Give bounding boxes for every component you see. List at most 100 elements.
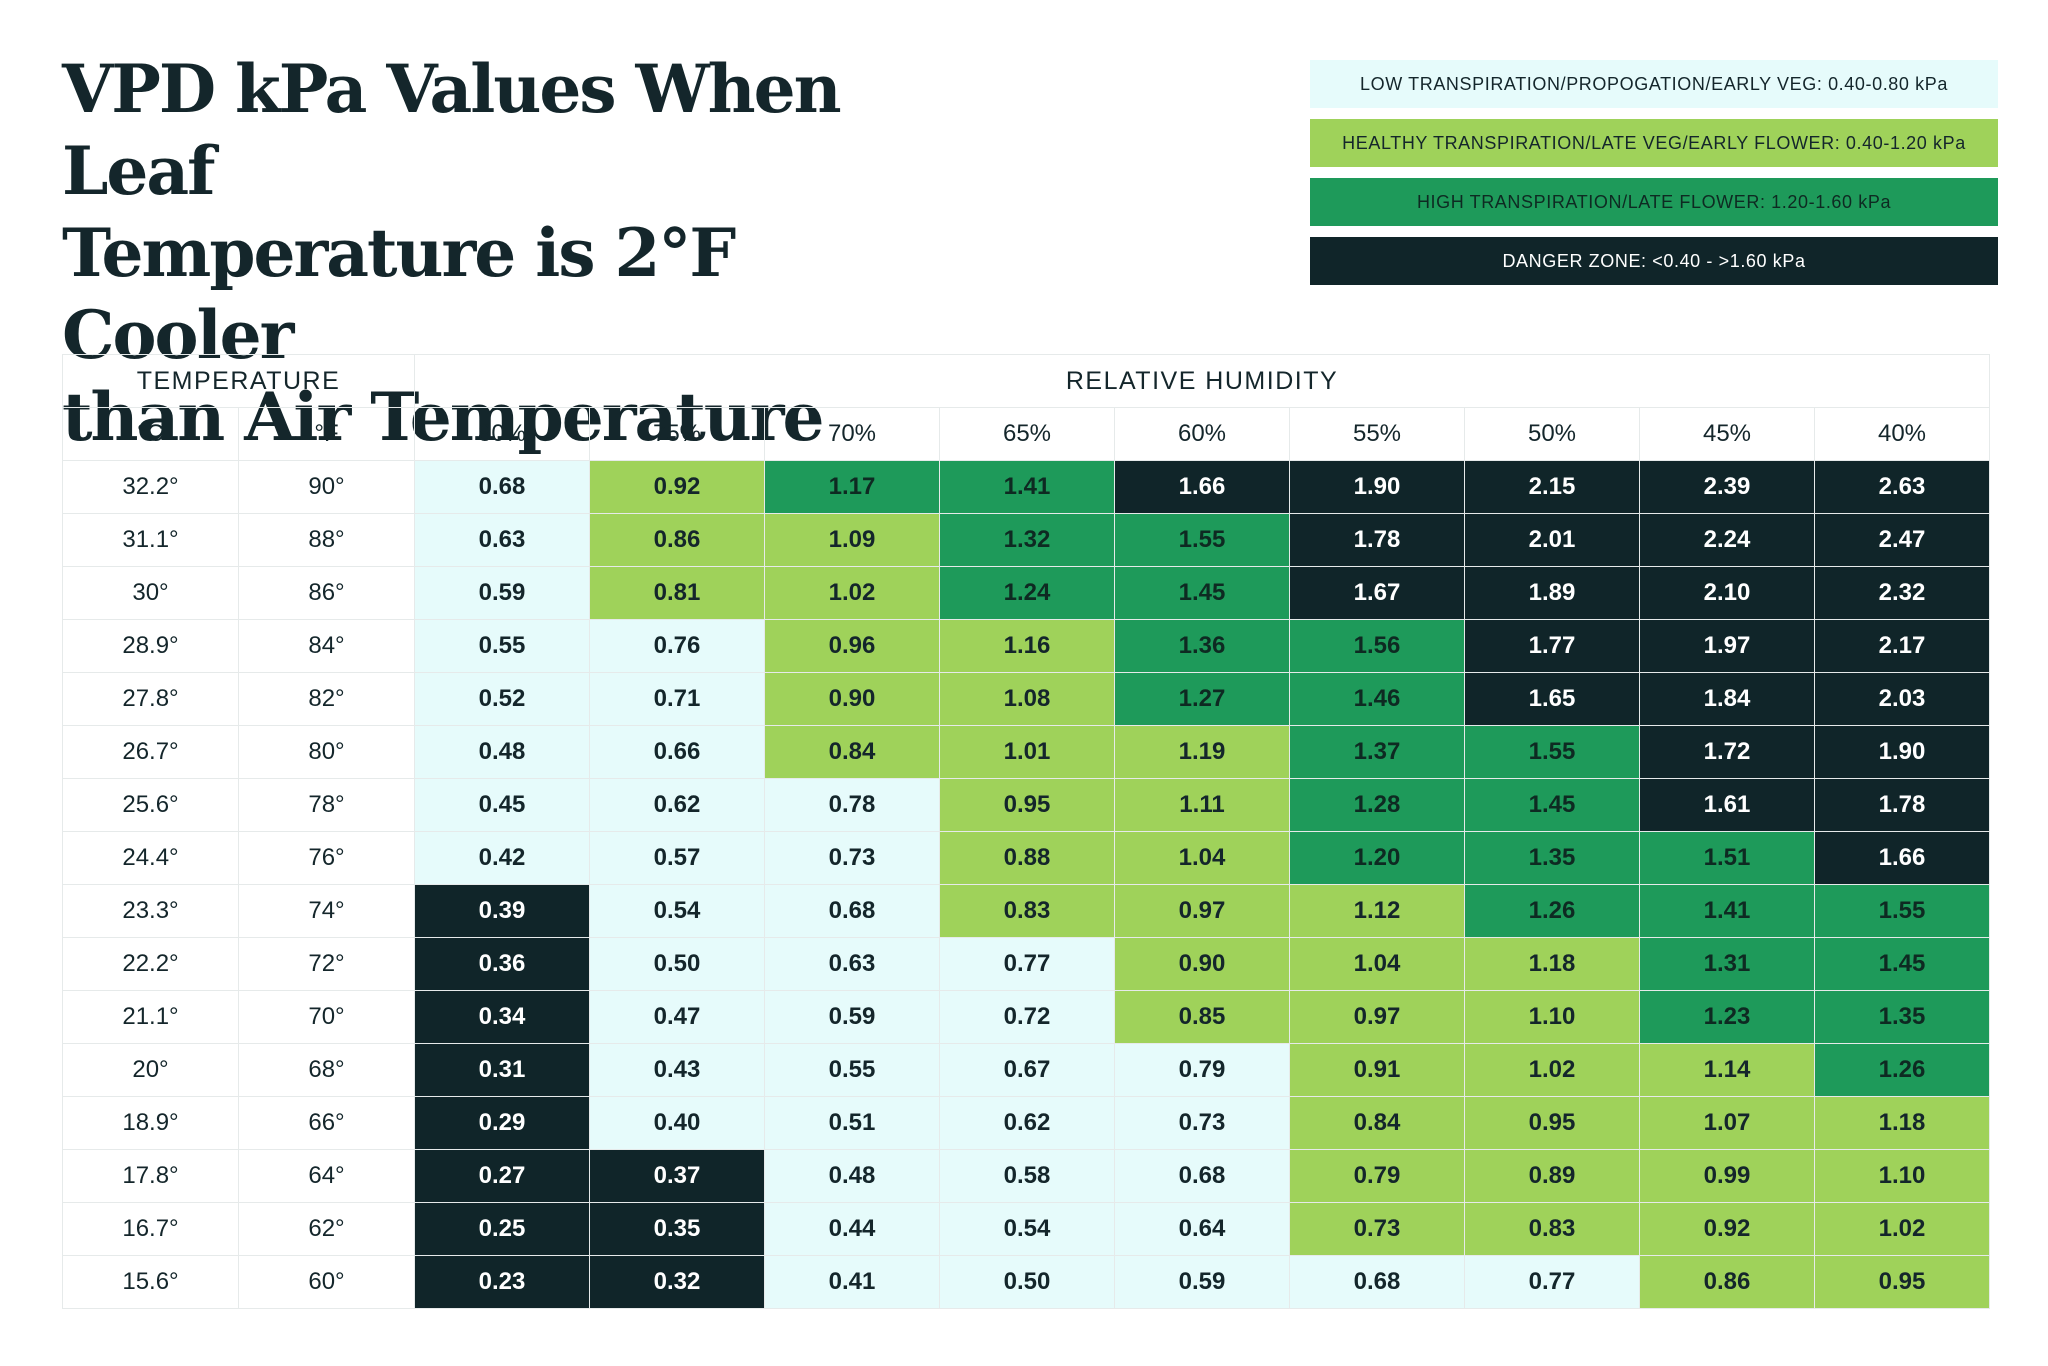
vpd-cell: 0.62 (939, 1096, 1115, 1150)
vpd-cell: 2.63 (1814, 460, 1990, 514)
table-row: 30° 86° 0.59 0.81 1.02 1.24 1.45 1.67 1.89 2.10 2.… (62, 566, 1990, 620)
vpd-cell: 1.16 (939, 619, 1115, 673)
header-humidity-50: 50% (1464, 407, 1640, 461)
vpd-cell: 1.02 (1814, 1202, 1990, 1256)
temp-fahrenheit: 60° (238, 1255, 415, 1309)
temp-celsius: 20° (62, 1043, 239, 1097)
vpd-cell: 0.86 (1639, 1255, 1815, 1309)
table-row: 24.4° 76° 0.42 0.57 0.73 0.88 1.04 1.20 1.35 1.51… (62, 831, 1990, 885)
vpd-cell: 1.20 (1289, 831, 1465, 885)
vpd-cell: 1.09 (764, 513, 940, 567)
vpd-cell: 0.55 (764, 1043, 940, 1097)
vpd-cell: 0.47 (589, 990, 765, 1044)
vpd-cell: 1.41 (1639, 884, 1815, 938)
vpd-cell: 0.77 (939, 937, 1115, 991)
table-row: 31.1° 88° 0.63 0.86 1.09 1.32 1.55 1.78 2.01 2.24… (62, 513, 1990, 567)
table-row: 21.1° 70° 0.34 0.47 0.59 0.72 0.85 0.97 1.10 1.23… (62, 990, 1990, 1044)
vpd-cell: 0.68 (1114, 1149, 1290, 1203)
vpd-cell: 0.45 (414, 778, 590, 832)
vpd-cell: 0.95 (939, 778, 1115, 832)
vpd-cell: 0.59 (414, 566, 590, 620)
vpd-cell: 2.17 (1814, 619, 1990, 673)
vpd-cell: 1.02 (764, 566, 940, 620)
header-humidity-60: 60% (1114, 407, 1290, 461)
vpd-cell: 1.55 (1814, 884, 1990, 938)
vpd-cell: 0.92 (1639, 1202, 1815, 1256)
vpd-cell: 0.84 (764, 725, 940, 779)
vpd-cell: 1.10 (1814, 1149, 1990, 1203)
vpd-cell: 0.97 (1289, 990, 1465, 1044)
vpd-cell: 0.43 (589, 1043, 765, 1097)
vpd-cell: 1.97 (1639, 619, 1815, 673)
temp-fahrenheit: 90° (238, 460, 415, 514)
temp-celsius: 17.8° (62, 1149, 239, 1203)
header-humidity-40: 40% (1814, 407, 1990, 461)
vpd-cell: 1.41 (939, 460, 1115, 514)
vpd-cell: 0.77 (1464, 1255, 1640, 1309)
vpd-cell: 0.72 (939, 990, 1115, 1044)
temp-celsius: 18.9° (62, 1096, 239, 1150)
vpd-cell: 1.84 (1639, 672, 1815, 726)
vpd-cell: 1.90 (1814, 725, 1990, 779)
vpd-cell: 0.68 (764, 884, 940, 938)
table-row: 32.2° 90° 0.68 0.92 1.17 1.41 1.66 1.90 2.15 2.39… (62, 460, 1990, 514)
vpd-cell: 0.35 (589, 1202, 765, 1256)
vpd-cell: 1.24 (939, 566, 1115, 620)
vpd-cell: 1.36 (1114, 619, 1290, 673)
header-humidity: RELATIVE HUMIDITY (414, 354, 1990, 408)
header-humidity-70: 70% (764, 407, 940, 461)
vpd-cell: 1.72 (1639, 725, 1815, 779)
vpd-cell: 0.73 (1289, 1202, 1465, 1256)
vpd-cell: 0.84 (1289, 1096, 1465, 1150)
table-row: 18.9° 66° 0.29 0.40 0.51 0.62 0.73 0.84 0.95 1.07… (62, 1096, 1990, 1150)
vpd-cell: 1.32 (939, 513, 1115, 567)
legend-healthy: HEALTHY TRANSPIRATION/LATE VEG/EARLY FLO… (1310, 119, 1998, 167)
vpd-cell: 1.55 (1464, 725, 1640, 779)
vpd-cell: 1.27 (1114, 672, 1290, 726)
vpd-cell: 1.66 (1814, 831, 1990, 885)
temp-celsius: 25.6° (62, 778, 239, 832)
temp-fahrenheit: 80° (238, 725, 415, 779)
vpd-cell: 0.89 (1464, 1149, 1640, 1203)
temp-fahrenheit: 74° (238, 884, 415, 938)
header-celsius: °C (62, 407, 239, 461)
vpd-cell: 0.99 (1639, 1149, 1815, 1203)
legend: LOW TRANSPIRATION/PROPOGATION/EARLY VEG:… (1310, 60, 1998, 296)
vpd-cell: 0.50 (589, 937, 765, 991)
vpd-cell: 0.67 (939, 1043, 1115, 1097)
vpd-cell: 0.79 (1114, 1043, 1290, 1097)
temp-fahrenheit: 70° (238, 990, 415, 1044)
vpd-cell: 0.95 (1464, 1096, 1640, 1150)
vpd-cell: 0.68 (414, 460, 590, 514)
vpd-cell: 1.65 (1464, 672, 1640, 726)
vpd-cell: 0.97 (1114, 884, 1290, 938)
vpd-cell: 1.46 (1289, 672, 1465, 726)
vpd-cell: 1.08 (939, 672, 1115, 726)
vpd-cell: 0.59 (1114, 1255, 1290, 1309)
vpd-cell: 0.27 (414, 1149, 590, 1203)
vpd-cell: 0.51 (764, 1096, 940, 1150)
vpd-cell: 0.90 (764, 672, 940, 726)
temp-celsius: 23.3° (62, 884, 239, 938)
vpd-cell: 0.90 (1114, 937, 1290, 991)
vpd-cell: 0.32 (589, 1255, 765, 1309)
temp-celsius: 27.8° (62, 672, 239, 726)
vpd-cell: 1.26 (1814, 1043, 1990, 1097)
temp-celsius: 30° (62, 566, 239, 620)
vpd-cell: 0.59 (764, 990, 940, 1044)
vpd-cell: 0.44 (764, 1202, 940, 1256)
vpd-cell: 1.37 (1289, 725, 1465, 779)
vpd-cell: 1.23 (1639, 990, 1815, 1044)
vpd-cell: 0.58 (939, 1149, 1115, 1203)
vpd-cell: 1.10 (1464, 990, 1640, 1044)
vpd-cell: 0.71 (589, 672, 765, 726)
vpd-cell: 1.17 (764, 460, 940, 514)
vpd-cell: 1.04 (1289, 937, 1465, 991)
vpd-cell: 1.28 (1289, 778, 1465, 832)
temp-celsius: 28.9° (62, 619, 239, 673)
vpd-cell: 1.67 (1289, 566, 1465, 620)
vpd-cell: 1.77 (1464, 619, 1640, 673)
vpd-cell: 1.89 (1464, 566, 1640, 620)
vpd-table: TEMPERATURE RELATIVE HUMIDITY °C °F 80% 7… (62, 354, 1990, 1309)
temp-fahrenheit: 68° (238, 1043, 415, 1097)
